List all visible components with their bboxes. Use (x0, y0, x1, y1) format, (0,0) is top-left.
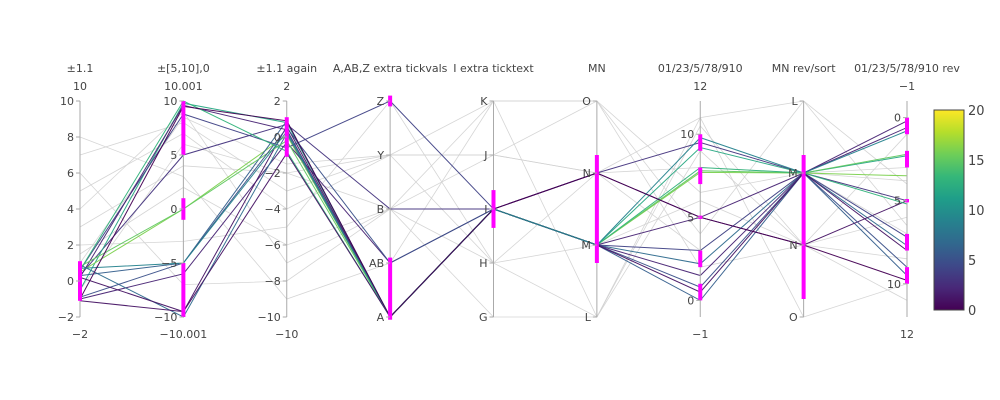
axis-title: 01/23/5/78/910 rev (854, 62, 960, 75)
tick-label: 10 (680, 128, 694, 141)
tick-label: B (377, 203, 385, 216)
constraint-range[interactable] (905, 150, 909, 168)
tick-label: M (788, 167, 798, 180)
colorbar-tick-label: 20 (968, 104, 985, 119)
axis-7[interactable]: 10 5 0 01/23/5/78/910 12 −1 (658, 62, 743, 341)
tick-label: −10 (154, 311, 177, 324)
colorbar-tick-label: 10 (968, 204, 985, 219)
colorbar-tick-label: 0 (968, 304, 976, 319)
constraint-range[interactable] (698, 283, 703, 301)
axis-2[interactable]: 10 5 0 −5 −10 ±[5,10],0 10.001 −10.001 (154, 62, 210, 341)
axis-title: ±1.1 again (256, 62, 317, 75)
tick-label: Y (376, 149, 384, 162)
axis-range-min: −10.001 (160, 328, 208, 341)
axis-6[interactable]: O N M L MN (581, 62, 605, 324)
tick-label: K (480, 95, 488, 108)
tick-label: O (789, 311, 798, 324)
tick-label: L (791, 95, 798, 108)
colorbar-tick-label: 15 (968, 154, 985, 169)
tick-label: I (484, 203, 487, 216)
tick-label: 6 (67, 167, 74, 180)
axis-1[interactable]: 10 8 6 4 2 0 −2 ±1.1 10 −2 (58, 62, 94, 341)
tick-label: 0 (687, 294, 694, 307)
colorbar-gradient (933, 109, 965, 311)
tick-label: N (789, 239, 797, 252)
axis-title: MN (588, 62, 606, 75)
tick-label: 10 (163, 95, 177, 108)
tick-label: 10 (60, 95, 74, 108)
tick-label: H (479, 257, 487, 270)
axis-4[interactable]: Z Y B AB A A,AB,Z extra tickvals (333, 62, 448, 324)
tick-label: L (585, 311, 592, 324)
constraint-range[interactable] (905, 267, 909, 284)
constraint-range[interactable] (905, 117, 909, 135)
tick-label: −5 (161, 257, 177, 270)
axis-title: ±1.1 (67, 62, 94, 75)
tick-label: O (582, 95, 591, 108)
constraint-range[interactable] (698, 134, 703, 151)
tick-label: 0 (170, 203, 177, 216)
axis-range-max: 10 (73, 80, 87, 93)
tick-label: 5 (894, 195, 901, 208)
tick-label: −10 (258, 311, 281, 324)
axes-group: 1086420−2±1.110−21050−5−10±[5,10],010.00… (58, 62, 961, 341)
axis-3[interactable]: 2 0 −2 −4 −6 −8 −10 ±1.1 again 2 −10 (256, 62, 317, 341)
tick-label: 0 (67, 275, 74, 288)
tick-label: AB (369, 257, 384, 270)
tick-label: N (583, 167, 591, 180)
tick-label: 5 (170, 149, 177, 162)
tick-label: J (483, 149, 487, 162)
axis-9[interactable]: 0 5 10 01/23/5/78/910 rev −1 12 (854, 62, 960, 341)
tick-label: Z (377, 95, 385, 108)
constraint-range[interactable] (181, 101, 186, 156)
axis-range-max: 2 (283, 80, 290, 93)
tick-label: G (479, 311, 488, 324)
tick-label: 0 (894, 112, 901, 125)
tick-label: −8 (265, 275, 281, 288)
colorbar: 0 5 10 15 20 (933, 104, 985, 319)
colorbar-tick-label: 5 (968, 254, 976, 269)
tick-label: 5 (687, 211, 694, 224)
constraint-range[interactable] (181, 262, 186, 317)
tick-label: 8 (67, 131, 74, 144)
axis-title: A,AB,Z extra tickvals (333, 62, 448, 75)
axis-range-max: 12 (693, 80, 707, 93)
tick-label: A (377, 311, 385, 324)
axis-range-min: −10 (275, 328, 298, 341)
axis-range-min: −1 (692, 328, 708, 341)
constraint-range[interactable] (698, 167, 703, 185)
tick-label: M (581, 239, 591, 252)
tick-label: −2 (265, 167, 281, 180)
axis-8[interactable]: L M N O MN rev/sort (772, 62, 836, 324)
axis-title: MN rev/sort (772, 62, 836, 75)
constraint-range[interactable] (698, 250, 703, 268)
tick-label: 2 (274, 95, 281, 108)
tick-label: −6 (265, 239, 281, 252)
axis-title: I extra ticktext (453, 62, 534, 75)
tick-label: −2 (58, 311, 74, 324)
tick-label: 2 (67, 239, 74, 252)
axis-title: 01/23/5/78/910 (658, 62, 743, 75)
axis-range-max: 10.001 (164, 80, 203, 93)
constraint-range[interactable] (801, 155, 806, 299)
tick-label: −4 (265, 203, 281, 216)
axis-range-max: −1 (899, 80, 915, 93)
tick-label: 0 (274, 131, 281, 144)
constraint-range[interactable] (905, 233, 909, 251)
axis-range-min: −2 (72, 328, 88, 341)
axis-title: ±[5,10],0 (157, 62, 210, 75)
constraint-range[interactable] (594, 155, 599, 263)
axis-5[interactable]: K J I H G I extra ticktext (453, 62, 534, 324)
constraint-range[interactable] (388, 257, 393, 320)
tick-label: 4 (67, 203, 74, 216)
axis-range-min: 12 (900, 328, 914, 341)
tick-label: 10 (887, 278, 901, 291)
